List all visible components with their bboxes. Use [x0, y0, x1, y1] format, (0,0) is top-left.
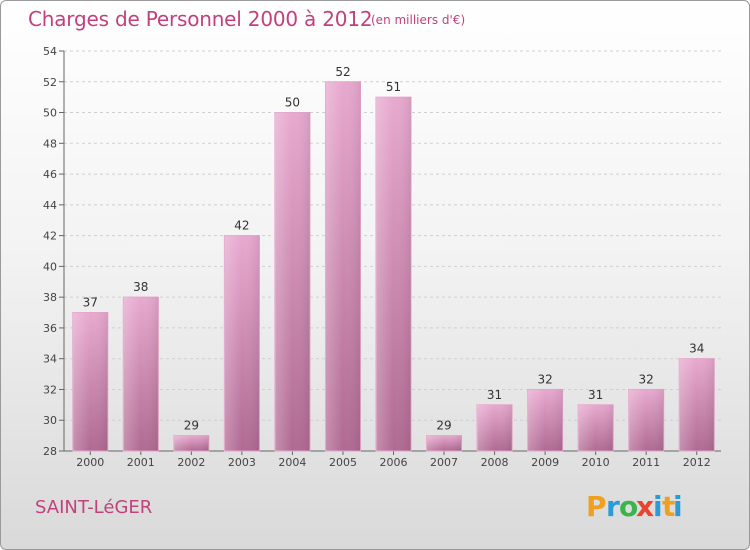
x-tick-label: 2006	[380, 456, 408, 469]
data-label: 31	[487, 388, 502, 402]
data-label: 51	[386, 80, 401, 94]
data-label: 52	[335, 65, 350, 79]
bar-shade-2003	[224, 235, 260, 451]
x-tick-label: 2002	[177, 456, 205, 469]
x-tick-label: 2000	[76, 456, 104, 469]
y-tick-label: 46	[43, 168, 57, 181]
y-tick-label: 38	[43, 291, 57, 304]
x-tick-label: 2005	[329, 456, 357, 469]
x-tick-label: 2009	[531, 456, 559, 469]
bar-shade-2006	[376, 97, 411, 452]
logo-letter: P	[586, 490, 607, 523]
data-label: 32	[537, 372, 552, 386]
data-label: 29	[436, 419, 451, 433]
y-tick-label: 32	[43, 383, 57, 396]
bar-shade-2009	[527, 389, 563, 451]
bar-shade-2007	[426, 435, 462, 451]
bar-shade-2011	[628, 389, 664, 451]
y-tick-label: 28	[43, 445, 57, 458]
y-tick-label: 52	[43, 76, 57, 89]
data-label: 32	[639, 372, 654, 386]
x-tick-label: 2001	[127, 456, 155, 469]
y-tick-label: 54	[43, 45, 57, 58]
bar-shade-2005	[325, 81, 361, 452]
logo-letter: o	[619, 490, 638, 523]
x-tick-label: 2008	[481, 456, 509, 469]
logo-letter: t	[662, 490, 675, 523]
y-tick-label: 42	[43, 230, 57, 243]
data-label: 37	[83, 296, 98, 310]
data-label: 50	[285, 96, 300, 110]
bar-shade-2010	[578, 404, 614, 451]
bar-shade-2012	[679, 358, 715, 451]
logo-letter: i	[673, 490, 683, 523]
y-tick-label: 30	[43, 414, 57, 427]
x-tick-label: 2004	[278, 456, 306, 469]
bars	[72, 81, 715, 452]
bar-shade-2008	[477, 404, 513, 451]
x-tick-label: 2011	[632, 456, 660, 469]
logo-letter: i	[653, 490, 663, 523]
data-label: 38	[133, 280, 148, 294]
y-tick-label: 40	[43, 260, 57, 273]
logo-letter: x	[636, 490, 654, 523]
x-tick-label: 2007	[430, 456, 458, 469]
bar-shade-2001	[123, 297, 159, 451]
x-tick-label: 2012	[683, 456, 711, 469]
place-name: SAINT-LéGER	[35, 497, 153, 518]
x-tick-label: 2010	[582, 456, 610, 469]
data-label: 34	[689, 342, 704, 356]
y-tick-label: 34	[43, 353, 57, 366]
x-tick-label: 2003	[228, 456, 256, 469]
y-tick-label: 48	[43, 137, 57, 150]
y-tick-label: 50	[43, 107, 57, 120]
data-label: 29	[184, 419, 199, 433]
bar-shade-2000	[72, 312, 108, 451]
bar-shade-2004	[274, 112, 310, 452]
data-label: 31	[588, 388, 603, 402]
bar-shade-2002	[173, 435, 209, 451]
chart-unit: (en milliers d'€)	[371, 13, 466, 27]
y-tick-label: 36	[43, 322, 57, 335]
chart-title: Charges de Personnel 2000 à 2012	[28, 7, 373, 31]
logo-letter: r	[606, 490, 620, 523]
data-label: 42	[234, 219, 249, 233]
y-tick-label: 44	[43, 199, 57, 212]
labels: 28 30 32 34 36 38 40 42 44 46 48 50 52 54 37 2000 38 2001…	[43, 45, 711, 469]
